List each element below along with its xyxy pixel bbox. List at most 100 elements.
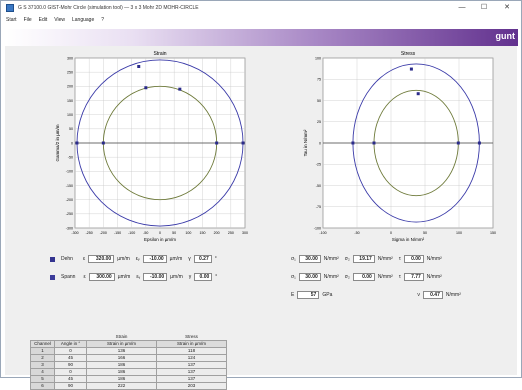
menu-file[interactable]: File	[23, 17, 32, 23]
gamma-label: γ	[188, 256, 191, 262]
table-header: Channel	[30, 339, 55, 348]
cell: 3	[30, 360, 55, 369]
sigma2-output[interactable]: 0.00	[352, 273, 375, 281]
cell: 90	[54, 381, 87, 390]
epsilon-unit: µm/m	[117, 274, 131, 280]
sigma1-unit: N/mm²	[323, 256, 339, 262]
strain-epsilon-y-input[interactable]: -10.00	[142, 255, 167, 263]
strain-chart: Strain -300 -250 -200 -150 -100 -50 0 50 100 150 20…	[55, 51, 248, 242]
minimize-button[interactable]: —	[458, 4, 466, 11]
table-row[interactable]: 1 0 136 118	[30, 346, 227, 355]
y-tick-label: 0	[319, 141, 321, 145]
cell: 124	[156, 353, 227, 362]
title-bar: G S 37100.0 GIST-Mohr Circle (simulation…	[1, 1, 521, 15]
stress-gamma-input[interactable]: 0.00	[194, 273, 213, 281]
y-tick-label: 100	[67, 113, 73, 117]
chart-title: Strain	[153, 51, 166, 57]
strain-epsilon-input[interactable]: 320.00	[88, 255, 115, 263]
menu-help[interactable]: ?	[101, 17, 105, 23]
x-tick-label: -100	[128, 231, 135, 235]
y-tick-label: -50	[68, 155, 73, 159]
chart-title: Stress	[401, 51, 416, 57]
table-row[interactable]: 3 90 186 137	[30, 360, 227, 369]
tau-input[interactable]: 0.00	[403, 255, 424, 263]
table-group-stress: Stress	[156, 333, 227, 340]
cell: 166	[86, 353, 157, 362]
x-tick-label: 150	[490, 231, 496, 235]
y-tick-label: -250	[66, 212, 73, 216]
table-row[interactable]: 5 45 186 137	[30, 374, 227, 383]
stress-color-marker	[50, 274, 55, 280]
x-tick-label: 50	[423, 231, 427, 235]
x-tick-label: -150	[114, 231, 121, 235]
data-point	[75, 141, 79, 145]
menu-language[interactable]: Language	[72, 17, 95, 23]
x-tick-label: -250	[86, 231, 93, 235]
data-point	[137, 65, 141, 68]
cell: 5	[30, 374, 55, 383]
tau-output[interactable]: 7.77	[403, 273, 424, 281]
menu-view[interactable]: View	[54, 17, 65, 23]
poisson-label: ν	[417, 292, 420, 298]
y-tick-label: -75	[316, 205, 321, 209]
modulus-input[interactable]: 57	[297, 291, 320, 299]
tau-unit: N/mm²	[426, 256, 442, 262]
cell: 6	[30, 381, 55, 390]
strain-row-name: Dehn	[61, 256, 73, 262]
sigma2-label: σ₂	[344, 274, 350, 280]
y-tick-label: -300	[66, 226, 73, 230]
x-tick-label: 250	[228, 231, 234, 235]
stress-epsilon-input[interactable]: 300.00	[88, 273, 115, 281]
epsilon-y-unit: µm/m	[170, 274, 183, 280]
cell: 222	[86, 381, 157, 390]
table-row[interactable]: 6 90 222 203	[30, 381, 227, 390]
tau-label: τ	[398, 256, 401, 262]
x-tick-label: 0	[390, 231, 392, 235]
data-point	[178, 87, 182, 91]
strain-color-marker	[50, 256, 55, 262]
gamma-unit: °	[214, 256, 217, 262]
y-tick-label: -200	[66, 198, 73, 202]
sigma2-unit: N/mm²	[377, 274, 393, 280]
close-button[interactable]: ✕	[504, 4, 510, 11]
data-point	[456, 141, 460, 145]
strain-gamma-input[interactable]: 0.27	[193, 255, 212, 263]
table-group-strain: Strain	[86, 333, 157, 340]
epsilon-unit: µm/m	[117, 256, 130, 262]
sigma2-input[interactable]: 19.17	[352, 255, 375, 263]
stress-epsilon-y-input[interactable]: -10.00	[143, 273, 168, 281]
cell: 45	[54, 353, 87, 362]
stress-chart: Stress -100 -50 0 50 100 150 100 75 50 25 0 -25 -50 -7…	[303, 51, 496, 242]
cell: 186	[86, 374, 157, 383]
gamma-unit: °	[215, 274, 218, 280]
tau-unit: N/mm²	[426, 274, 442, 280]
sigma2-label: σ₂	[344, 256, 350, 262]
sigma1-output[interactable]: 30.00	[298, 273, 321, 281]
epsilon-y-label: εᵧ	[135, 256, 140, 262]
y-tick-label: -50	[316, 184, 321, 188]
main-panel: Strain -300 -250 -200 -150 -100 -50 0 50 100 150 20…	[5, 46, 517, 390]
gamma-label: γ	[188, 274, 192, 280]
table-row[interactable]: 2 45 166 124	[30, 353, 227, 362]
data-point	[351, 141, 355, 145]
y-tick-label: 300	[67, 56, 73, 60]
x-tick-label: 200	[214, 231, 220, 235]
cell: 118	[156, 346, 227, 355]
menu-start[interactable]: Start	[6, 17, 17, 23]
cell: 137	[156, 374, 227, 383]
cell: 136	[86, 346, 157, 355]
modulus-label: E	[291, 292, 295, 298]
y-tick-label: 50	[317, 99, 321, 103]
cell: 1	[30, 346, 55, 355]
sigma1-input[interactable]: 30.00	[298, 255, 321, 263]
y-axis-label: Gamma/2 in µm/m	[55, 124, 60, 161]
table-row[interactable]: 4 0 186 137	[30, 367, 227, 376]
menu-edit[interactable]: Edit	[38, 17, 48, 23]
y-tick-label: 0	[71, 141, 73, 145]
y-tick-label: 25	[317, 120, 321, 124]
sigma2-unit: N/mm²	[377, 256, 393, 262]
maximize-button[interactable]: ☐	[480, 4, 488, 11]
stress-input-row: Spann ε 300.00 µm/m εᵧ -10.00 µm/m γ 0.0…	[50, 272, 220, 282]
poisson-input[interactable]: 0.47	[422, 291, 443, 299]
cell: 0	[54, 367, 87, 376]
